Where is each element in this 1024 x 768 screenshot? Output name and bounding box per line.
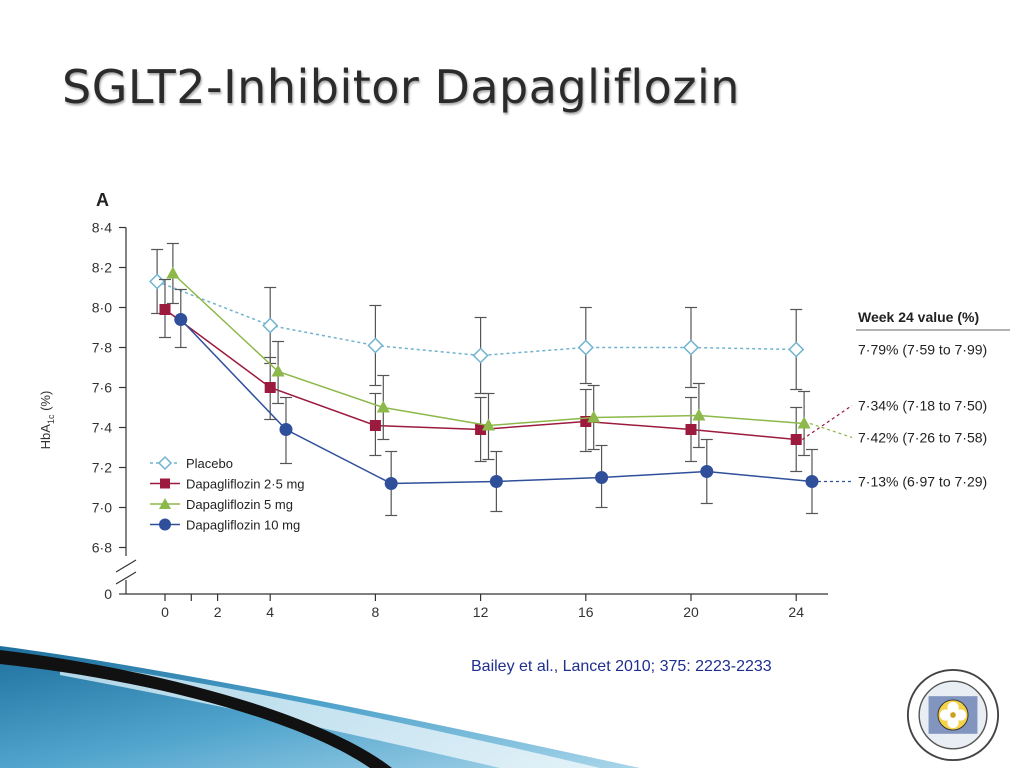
y-tick-label: 7·8 bbox=[92, 340, 112, 356]
legend-marker bbox=[157, 455, 173, 471]
y-tick-label: 0 bbox=[104, 586, 112, 602]
data-point bbox=[279, 423, 293, 436]
data-point bbox=[369, 420, 381, 431]
data-point bbox=[376, 400, 390, 413]
data-point bbox=[790, 434, 802, 445]
slide-title: SGLT2-Inhibitor Dapagliflozin bbox=[62, 60, 740, 114]
data-point bbox=[271, 364, 285, 377]
legend-marker bbox=[160, 478, 170, 489]
axis-break-mark bbox=[115, 559, 137, 573]
data-point bbox=[685, 424, 697, 435]
x-tick-label: 2 bbox=[214, 604, 222, 620]
data-point bbox=[587, 410, 601, 423]
legend-label: Placebo bbox=[186, 456, 233, 471]
data-point bbox=[805, 475, 819, 488]
series-3 bbox=[166, 242, 811, 461]
data-point bbox=[577, 339, 594, 356]
x-tick-label: 0 bbox=[161, 604, 169, 620]
legend: Placebo Dapagliflozin 2·5 mg Dapagliflozin… bbox=[150, 455, 305, 533]
legend-label: Dapagliflozin 10 mg bbox=[186, 518, 300, 533]
data-point bbox=[174, 313, 188, 326]
data-point bbox=[159, 304, 171, 315]
axis-break-mark bbox=[115, 571, 137, 585]
panel-label: A bbox=[96, 190, 109, 210]
week24-panel: Week 24 value (%) 7·79% (7·59 to 7·99) 7·3… bbox=[801, 309, 1010, 490]
y-tick-label: 7·2 bbox=[92, 460, 112, 476]
legend-marker bbox=[159, 518, 171, 531]
week24-value: 7·34% (7·18 to 7·50) bbox=[858, 398, 987, 414]
week24-value: 7·79% (7·59 to 7·99) bbox=[858, 342, 987, 358]
y-axis-label: HbA1c (%) bbox=[38, 391, 56, 450]
x-tick-label: 16 bbox=[578, 604, 594, 620]
y-tick-label: 8·2 bbox=[92, 260, 112, 276]
data-point bbox=[788, 341, 805, 358]
data-point bbox=[149, 273, 166, 290]
week24-header: Week 24 value (%) bbox=[858, 309, 979, 325]
data-point bbox=[489, 475, 503, 488]
x-tick-label: 8 bbox=[372, 604, 380, 620]
x-tick-label: 12 bbox=[473, 604, 489, 620]
data-point bbox=[692, 408, 706, 421]
week24-value: 7·42% (7·26 to 7·58) bbox=[858, 430, 987, 446]
legend-label: Dapagliflozin 2·5 mg bbox=[186, 477, 305, 492]
data-point bbox=[264, 382, 276, 393]
data-point bbox=[262, 317, 279, 334]
y-tick-label: 8·0 bbox=[92, 300, 112, 316]
legend-marker bbox=[159, 498, 171, 509]
data-point bbox=[384, 477, 398, 490]
x-tick-label: 24 bbox=[788, 604, 804, 620]
citation: Bailey et al., Lancet 2010; 375: 2223-22… bbox=[471, 658, 772, 675]
series-line bbox=[156, 280, 797, 357]
week24-connector bbox=[809, 422, 853, 439]
y-tick-label: 7·0 bbox=[92, 500, 112, 516]
x-tick-label: 20 bbox=[683, 604, 699, 620]
data-point bbox=[481, 418, 495, 431]
y-tick-label: 8·4 bbox=[92, 220, 112, 236]
series-2 bbox=[159, 278, 803, 473]
week24-value: 7·13% (6·97 to 7·29) bbox=[858, 474, 987, 490]
y-tick-label: 6·8 bbox=[92, 540, 112, 556]
x-tick-label: 4 bbox=[266, 604, 274, 620]
week24-connector bbox=[801, 405, 853, 440]
data-point bbox=[475, 424, 487, 435]
data-point bbox=[595, 471, 609, 484]
legend-label: Dapagliflozin 5 mg bbox=[186, 497, 293, 512]
data-point bbox=[797, 416, 811, 429]
data-point bbox=[472, 347, 489, 364]
series-1 bbox=[149, 248, 805, 395]
y-tick-label: 7·4 bbox=[92, 420, 112, 436]
society-seal-logo bbox=[906, 668, 1000, 762]
data-point bbox=[700, 465, 714, 478]
data-point bbox=[166, 266, 180, 279]
data-point bbox=[367, 337, 384, 354]
data-point bbox=[682, 339, 700, 356]
data-point bbox=[580, 416, 592, 427]
series-4 bbox=[174, 288, 819, 517]
y-tick-label: 7·6 bbox=[92, 380, 112, 396]
